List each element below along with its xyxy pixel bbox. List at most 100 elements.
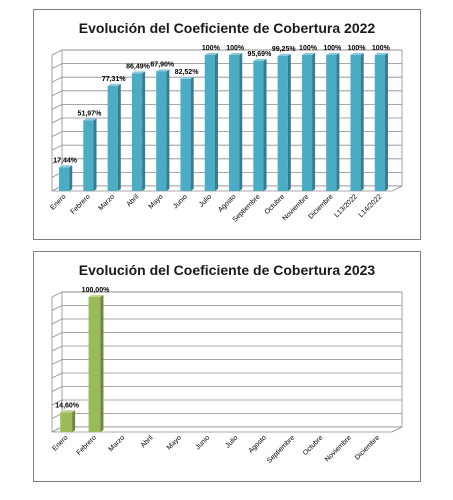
chart-2022-bar-front xyxy=(59,167,70,191)
chart-2023-tick-label: Mayo xyxy=(166,434,183,451)
chart-2022-bar-front xyxy=(350,55,361,191)
chart-2023-tick-label: Julio xyxy=(224,434,239,449)
chart-2022-bar-top xyxy=(277,54,291,57)
chart-2023-tick-label: Septiembre xyxy=(266,434,296,464)
chart-2022-data-label: 100% xyxy=(372,45,391,52)
chart-2022-bar-front xyxy=(83,120,94,191)
chart-2022-bar-front xyxy=(374,55,385,191)
chart-2023-bar-front xyxy=(88,297,101,432)
chart-2022-bar-side xyxy=(360,53,364,191)
chart-2022-data-label: 100% xyxy=(323,45,342,52)
chart-2022-tick-label: Julio xyxy=(198,193,213,208)
chart-2022-data-label: 100% xyxy=(299,45,318,52)
chart-2023-gridline xyxy=(51,399,402,406)
chart-2022-bar-side xyxy=(93,118,97,191)
chart-2022-bar xyxy=(107,83,121,191)
chart-2022-tick-label: Junio xyxy=(172,193,189,210)
chart-2022-tick-label: Agosto xyxy=(217,193,237,213)
chart-2022-bar-top xyxy=(326,53,340,55)
chart-2023-bar-side xyxy=(100,295,104,432)
chart-2023-gridline xyxy=(51,359,402,365)
chart-2022-tick-label: L13/2022 xyxy=(333,193,359,219)
chart-2022-bar-top xyxy=(229,53,243,55)
chart-2022-bar-side xyxy=(69,165,73,191)
chart-2022-data-label: 51,97% xyxy=(78,110,103,117)
chart-2023-bar-top xyxy=(88,295,104,297)
chart-2022-bar-side xyxy=(117,83,121,191)
chart-2022-panel: Evolución del Coeficiente de Cobertura 2… xyxy=(33,9,421,240)
chart-2022-bar-side xyxy=(142,71,146,191)
chart-2022-bar-top xyxy=(204,53,218,55)
chart-2022-bar-top xyxy=(180,76,194,79)
chart-2022-tick-label: Noviembre xyxy=(282,193,311,222)
chart-2023-panel: Evolución del Coeficiente de Cobertura 2… xyxy=(33,251,421,482)
chart-2023-gridline xyxy=(51,386,402,392)
chart-2022-data-label: 100% xyxy=(202,45,221,52)
chart-2023-tick-label: Junio xyxy=(194,434,211,451)
chart-2022-title: Evolución del Coeficiente de Cobertura 2… xyxy=(78,20,376,36)
chart-2023-gridline xyxy=(51,345,402,352)
chart-2022-data-label: 82,52% xyxy=(175,69,200,76)
chart-2023-tick-label: Diciembre xyxy=(354,434,381,461)
chart-2022-bar-top xyxy=(350,53,364,55)
chart-2023-tick-label: Noviembre xyxy=(324,434,353,463)
chart-2023-gridline xyxy=(51,318,402,325)
chart-2023-gridline xyxy=(51,291,402,298)
chart-2022-data-label: 86,49% xyxy=(126,63,151,70)
chart-2023-bar-top xyxy=(60,410,76,413)
chart-2023-data-label: 14,60% xyxy=(55,402,80,409)
chart-2022-tick-label: Marzo xyxy=(97,193,116,212)
chart-2022-tick-label: L14/2022 xyxy=(358,193,384,219)
chart-2022-data-label: 95,69% xyxy=(248,51,273,58)
chart-2023-tick-label: Agosto xyxy=(248,434,268,454)
chart-2022-bar-side xyxy=(312,53,316,191)
chart-2022-tick-label: Enero xyxy=(49,193,67,211)
chart-2022-data-label: 77,31% xyxy=(102,76,127,83)
chart-2022-bar xyxy=(253,58,267,191)
chart-2023-tick-label: Abril xyxy=(140,434,155,449)
chart-2022-bar xyxy=(156,69,170,191)
chart-2022-bar xyxy=(350,53,364,191)
chart-2022-bar xyxy=(301,53,316,191)
chart-2022-bar xyxy=(83,118,97,191)
chart-2022-bar-top xyxy=(107,83,121,86)
chart-2022-bar-top xyxy=(374,53,388,55)
chart-2022-bar-front xyxy=(253,60,264,191)
chart-2022-data-label: 99,25% xyxy=(272,46,297,53)
chart-2022-bar xyxy=(204,53,218,191)
chart-2022-bar xyxy=(229,53,243,191)
chart-2023-tick-label: Febrero xyxy=(76,434,98,456)
chart-2023-bar xyxy=(60,410,76,432)
chart-2022-bar xyxy=(326,53,340,191)
chart-2022-bar-top xyxy=(253,58,267,61)
chart-2022-bar-front xyxy=(180,78,191,191)
chart-2022-bar-side xyxy=(190,76,194,191)
chart-2022-bar-top xyxy=(59,165,73,168)
chart-2022-bar-top xyxy=(156,69,170,72)
chart-2023-data-label: 100,00% xyxy=(82,287,110,294)
chart-2022-bar-front xyxy=(156,71,167,191)
chart-2022-data-label: 100% xyxy=(348,45,367,52)
chart-2022-tick-label: Febrero xyxy=(70,193,92,215)
chart-2022-bar-front xyxy=(131,73,143,191)
chart-2022-bar-side xyxy=(166,69,170,191)
chart-2022-gridline xyxy=(51,49,402,56)
chart-2022-bar xyxy=(180,76,194,191)
chart-2023-tick-label: Marzo xyxy=(108,434,127,453)
chart-2022-bar-side xyxy=(263,58,267,191)
chart-2022-bar-front xyxy=(107,85,118,191)
chart-2022-bar-front xyxy=(204,55,215,191)
chart-2022-tick-label: Octubre xyxy=(264,193,287,216)
chart-2023-bar-side xyxy=(72,410,76,432)
chart-2022-bar-top xyxy=(301,53,316,55)
chart-2023-gridline xyxy=(51,332,402,338)
chart-2022-data-label: 17,44% xyxy=(53,157,78,164)
chart-2023-gridline xyxy=(51,305,402,311)
chart-2023-tick-label: Enero xyxy=(51,434,69,452)
chart-2022-bar-top xyxy=(83,118,97,121)
chart-2022-bar-front xyxy=(326,55,337,191)
chart-2022-data-label: 100% xyxy=(226,45,245,52)
chart-2022-bar-side xyxy=(384,53,388,191)
chart-2022-tick-label: Mayo xyxy=(148,193,165,210)
chart-2022-data-label: 87,90% xyxy=(150,61,175,68)
